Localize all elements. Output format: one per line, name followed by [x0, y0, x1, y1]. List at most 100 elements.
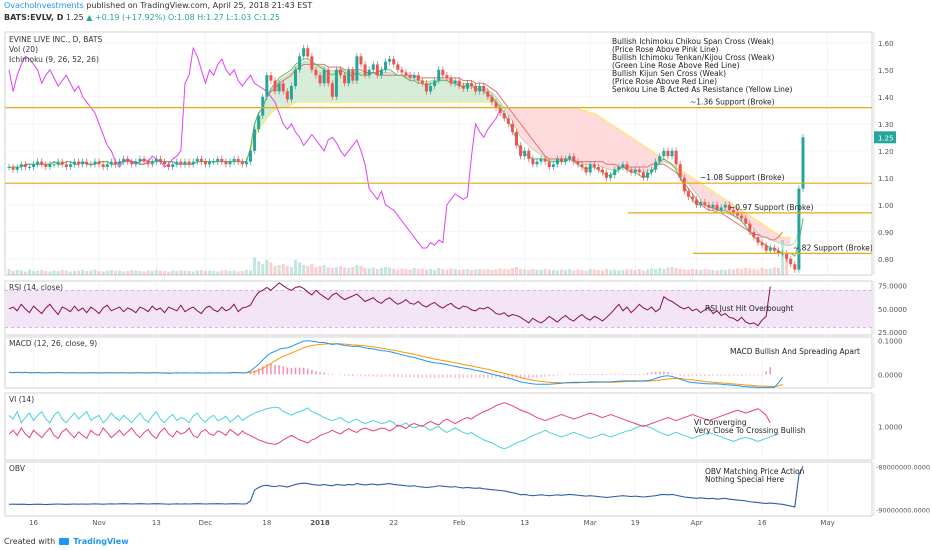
macd-histogram-bar: [552, 374, 555, 376]
volume-bar: [756, 269, 760, 275]
rsi-band: [5, 290, 872, 328]
candle-body: [232, 158, 236, 162]
volume-bar: [510, 268, 514, 275]
volume-bar: [400, 268, 404, 275]
ichimoku-cloud-segment: [565, 107, 570, 161]
volume-bar: [682, 269, 686, 275]
macd-histogram-bar: [491, 374, 493, 379]
macd-histogram-bar: [323, 372, 325, 375]
candle-body: [68, 164, 72, 167]
volume-bar: [531, 269, 535, 275]
volume-bar: [420, 268, 424, 275]
publisher-link[interactable]: OvachoInvestments: [4, 1, 84, 10]
last-price-label: 1.25: [878, 134, 894, 142]
candle-body: [163, 161, 167, 165]
volume-bar: [36, 270, 40, 275]
candle-body: [429, 86, 433, 92]
volume-bar: [744, 268, 748, 275]
candle-body: [400, 69, 404, 73]
candle-body: [764, 245, 768, 251]
volume-bar: [339, 266, 343, 275]
volume-bar: [412, 268, 416, 275]
macd-histogram-bar: [384, 374, 387, 377]
candle-body: [637, 169, 641, 173]
macd-histogram-bar: [519, 374, 522, 379]
volume-bar: [232, 270, 236, 275]
volume-bar: [310, 264, 314, 275]
ichimoku-cloud-segment: [708, 188, 713, 209]
candle-body: [126, 158, 130, 162]
candle-body: [510, 123, 514, 132]
macd-histogram-bar: [568, 374, 571, 375]
macd-histogram-bar: [413, 374, 415, 378]
time-axis-label: Nov: [92, 519, 106, 527]
candle-body: [101, 164, 105, 167]
macd-histogram-bar: [753, 374, 755, 376]
candle-body: [482, 86, 486, 92]
ichimoku-cloud-segment: [389, 72, 394, 103]
ichimoku-cloud-segment: [602, 118, 607, 169]
macd-histogram-bar: [548, 374, 550, 377]
candle-body: [93, 161, 97, 165]
ichimoku-cloud-segment: [684, 172, 689, 184]
volume-bar: [318, 266, 322, 275]
ichimoku-cloud-segment: [553, 107, 558, 161]
candle-body: [351, 69, 355, 81]
candle-body: [224, 161, 228, 165]
candle-body: [19, 164, 23, 167]
price-annotation: (Price Rose Above Pink Line): [612, 45, 718, 54]
macd-histogram-bar: [560, 374, 563, 375]
time-axis-label: 16: [29, 519, 38, 527]
candle-body: [72, 161, 76, 165]
candle-body: [281, 83, 285, 92]
ichimoku-cloud-segment: [299, 61, 304, 103]
volume-bar: [678, 269, 682, 275]
candle-body: [64, 164, 68, 167]
candle-body: [731, 210, 735, 213]
volume-bar: [727, 269, 731, 275]
macd-histogram-bar: [663, 371, 665, 375]
chart-area[interactable]: 1.60 1.50 1.40 1.30 1.20 1.10 1.00 0.90 0.80 ~1.3…: [0, 28, 932, 532]
candle-body: [330, 83, 334, 97]
time-axis-label: 2018: [310, 519, 330, 527]
volume-bar: [711, 270, 715, 275]
macd-histogram-bar: [654, 372, 657, 375]
obv-annotation: Nothing Special Here: [705, 475, 784, 484]
volume-bar: [371, 267, 375, 275]
macd-signal-line: [9, 343, 783, 388]
ichimoku-cloud-segment: [549, 107, 554, 161]
candle-body: [580, 164, 584, 167]
macd-histogram-bar: [716, 374, 718, 376]
ichimoku-cloud-segment: [606, 121, 611, 170]
volume-bar: [23, 271, 27, 275]
candle-body: [551, 164, 555, 167]
volume-bar: [44, 271, 48, 275]
macd-histogram-bar: [352, 374, 354, 377]
candle-body: [650, 169, 654, 173]
volume-bar: [60, 270, 64, 275]
volume-bar: [265, 260, 269, 275]
candle-body: [486, 91, 490, 97]
ichimoku-cloud-segment: [532, 107, 537, 153]
ichimoku-cloud-segment: [782, 237, 787, 246]
ichimoku-cloud-segment: [610, 123, 615, 170]
candle-body: [32, 164, 36, 167]
tradingview-brand[interactable]: TradingView: [73, 536, 129, 546]
volume-bar: [183, 270, 187, 275]
candle-body: [146, 161, 150, 165]
volume-bar: [375, 269, 379, 275]
candle-body: [568, 156, 572, 159]
volume-bar: [72, 271, 76, 275]
macd-histogram-bar: [532, 374, 534, 379]
candle-body: [412, 75, 416, 78]
volume-bar: [523, 269, 527, 275]
ichimoku-cloud-segment: [365, 73, 370, 103]
volume-bar: [560, 269, 564, 275]
candle-body: [572, 156, 576, 162]
volume-bar: [216, 271, 220, 275]
time-axis-label: 19: [631, 519, 640, 527]
candle-body: [208, 161, 212, 165]
volume-bar: [584, 270, 588, 275]
macd-histogram-bar: [253, 370, 256, 375]
volume-bar: [580, 270, 584, 275]
